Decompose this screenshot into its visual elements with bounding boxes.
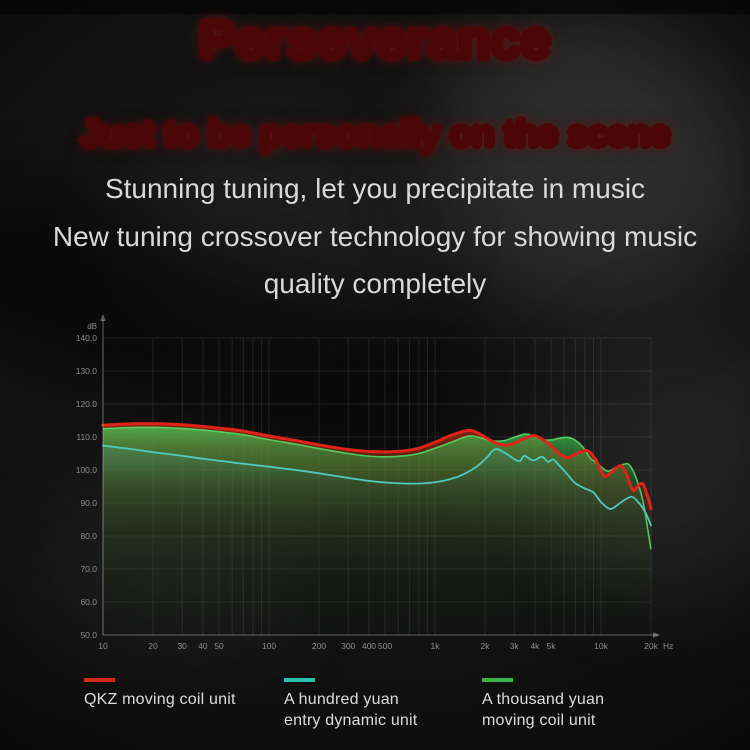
legend-label: A hundred yuan [284,690,399,708]
legend-item-qkz: QKZ moving coil unit [84,678,236,710]
svg-text:400: 400 [362,641,376,651]
svg-text:140.0: 140.0 [76,333,98,343]
legend-item-hundred-yuan: A hundred yuan entry dynamic unit [284,678,417,731]
svg-text:130.0: 130.0 [76,366,98,376]
legend-item-thousand-yuan: A thousand yuan moving coil unit [482,678,604,731]
svg-text:100.0: 100.0 [76,465,98,475]
page-subtitle: Just to be personally on the scene [0,108,750,160]
tagline-line-2: New tuning crossover technology for show… [52,220,698,252]
svg-text:30: 30 [177,641,187,651]
svg-text:80.0: 80.0 [80,531,97,541]
frequency-response-chart: dB 140.0 130.0 120.0 110.0 100.0 90.0 80.0 70.0 6… [76,314,673,651]
svg-text:120.0: 120.0 [76,399,98,409]
top-shade [0,0,750,14]
legend-label: QKZ moving coil unit [84,690,236,708]
svg-text:70.0: 70.0 [80,564,97,574]
svg-text:10: 10 [98,641,108,651]
svg-text:20: 20 [148,641,158,651]
svg-text:dB: dB [87,322,97,331]
svg-text:100: 100 [262,641,276,651]
green-line-swatch-icon [482,678,513,682]
page-title: Perseverance [0,8,750,72]
svg-text:4k: 4k [530,641,540,651]
cyan-line-swatch-icon [284,678,315,682]
legend-label: A thousand yuan [482,690,605,708]
red-line-swatch-icon [84,678,115,682]
svg-text:10k: 10k [594,641,608,651]
svg-text:110.0: 110.0 [76,432,97,442]
legend-label: moving coil unit [482,711,596,729]
svg-text:500: 500 [378,641,392,651]
svg-text:20k: 20k [644,641,658,651]
tagline-line-3: quality completely [263,268,487,299]
svg-text:2k: 2k [480,641,490,651]
svg-text:90.0: 90.0 [80,498,97,508]
svg-text:40: 40 [198,641,208,651]
svg-text:300: 300 [341,641,355,651]
svg-text:3k: 3k [510,641,520,651]
tagline-line-1: Stunning tuning, let you precipitate in … [104,173,646,204]
svg-text:200: 200 [312,641,326,651]
legend-label: entry dynamic unit [284,711,418,729]
svg-text:60.0: 60.0 [80,597,97,607]
svg-text:1k: 1k [431,641,441,651]
svg-text:Hz: Hz [663,641,673,651]
svg-text:5k: 5k [547,641,557,651]
tagline: Stunning tuning, let you precipitate in … [0,165,750,308]
svg-text:50: 50 [214,641,224,651]
svg-text:50.0: 50.0 [80,630,97,640]
